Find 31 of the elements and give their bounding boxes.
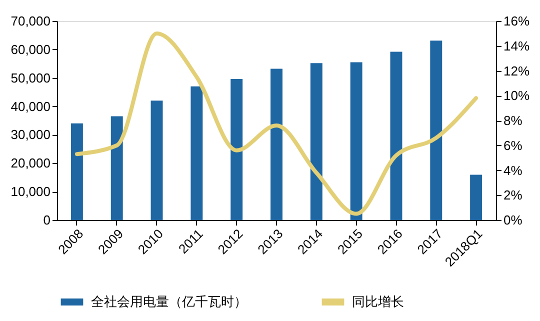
bar	[190, 86, 203, 220]
line-series	[74, 31, 478, 216]
bar	[150, 100, 163, 220]
y2-tick-label: 0%	[504, 212, 523, 228]
bar	[350, 62, 362, 220]
y2-tick-label: 10%	[504, 88, 530, 104]
y2-tick-label: 6%	[504, 138, 523, 153]
y-tick-label: 10,000	[10, 184, 50, 200]
y-tick-label: 60,000	[10, 42, 50, 57]
bar	[110, 116, 123, 220]
bar	[430, 40, 442, 220]
legend-label: 同比增长	[352, 294, 404, 309]
y-tick-label: 0	[43, 212, 50, 228]
y2-tick-label: 16%	[504, 14, 530, 28]
y2-tick-label: 4%	[504, 162, 523, 178]
bar	[70, 123, 83, 220]
y2-tick-label: 12%	[504, 63, 530, 78]
y-tick-label: 40,000	[10, 98, 50, 114]
bar	[470, 174, 482, 220]
bar	[390, 52, 402, 220]
bar	[230, 78, 243, 220]
y-tick-label: 30,000	[10, 127, 50, 142]
y2-tick-label: 8%	[504, 113, 523, 128]
bar	[310, 63, 322, 220]
bar	[270, 68, 282, 220]
y-tick-label: 50,000	[10, 70, 50, 86]
y-tick-label: 20,000	[10, 156, 50, 171]
y2-tick-label: 2%	[504, 188, 523, 203]
legend-label: 全社会用电量（亿千瓦时）	[91, 294, 247, 309]
y2-tick-label: 14%	[504, 38, 530, 54]
y-tick-label: 70,000	[10, 14, 50, 28]
